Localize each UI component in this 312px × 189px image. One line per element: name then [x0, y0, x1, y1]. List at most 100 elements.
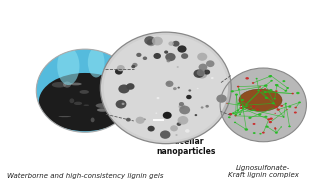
Ellipse shape — [291, 93, 294, 94]
Ellipse shape — [178, 87, 180, 89]
Ellipse shape — [204, 70, 210, 75]
Ellipse shape — [177, 66, 179, 68]
Ellipse shape — [242, 107, 244, 109]
Ellipse shape — [235, 115, 236, 116]
Ellipse shape — [267, 118, 271, 121]
Ellipse shape — [206, 60, 214, 67]
Ellipse shape — [177, 122, 181, 126]
Ellipse shape — [274, 128, 276, 129]
Ellipse shape — [100, 32, 231, 144]
Ellipse shape — [117, 65, 125, 71]
Ellipse shape — [197, 53, 207, 61]
Ellipse shape — [188, 89, 191, 92]
Ellipse shape — [273, 98, 276, 100]
Ellipse shape — [234, 122, 236, 123]
Ellipse shape — [168, 41, 174, 46]
Text: Micellar
nanoparticles: Micellar nanoparticles — [156, 137, 216, 156]
Ellipse shape — [126, 83, 134, 90]
Ellipse shape — [166, 59, 170, 62]
Ellipse shape — [160, 130, 170, 139]
Ellipse shape — [88, 47, 105, 77]
Ellipse shape — [275, 84, 279, 86]
Ellipse shape — [276, 108, 280, 111]
Ellipse shape — [286, 87, 289, 89]
Ellipse shape — [205, 105, 209, 108]
Ellipse shape — [163, 112, 172, 119]
Ellipse shape — [237, 86, 239, 88]
Ellipse shape — [231, 90, 234, 92]
Ellipse shape — [181, 53, 188, 59]
Ellipse shape — [242, 101, 244, 102]
Ellipse shape — [245, 104, 247, 106]
Ellipse shape — [265, 97, 268, 99]
Ellipse shape — [211, 77, 214, 79]
Ellipse shape — [136, 117, 145, 124]
Ellipse shape — [164, 50, 168, 54]
Ellipse shape — [195, 114, 197, 116]
Ellipse shape — [228, 116, 231, 118]
Ellipse shape — [239, 114, 241, 115]
Ellipse shape — [264, 84, 268, 87]
Ellipse shape — [282, 80, 285, 82]
Ellipse shape — [136, 53, 142, 57]
Text: Lignosulfonate-
Kraft lignin complex: Lignosulfonate- Kraft lignin complex — [228, 164, 299, 178]
Ellipse shape — [294, 112, 297, 114]
Ellipse shape — [144, 119, 146, 120]
Ellipse shape — [274, 106, 278, 108]
Ellipse shape — [272, 102, 275, 105]
Ellipse shape — [263, 91, 267, 93]
Ellipse shape — [270, 80, 273, 82]
Ellipse shape — [197, 70, 207, 79]
Ellipse shape — [258, 113, 261, 116]
Ellipse shape — [144, 36, 155, 45]
Ellipse shape — [264, 116, 267, 118]
Ellipse shape — [259, 133, 262, 135]
Ellipse shape — [280, 105, 283, 107]
Ellipse shape — [259, 87, 260, 88]
Ellipse shape — [257, 89, 260, 91]
Ellipse shape — [116, 100, 126, 108]
Ellipse shape — [252, 82, 254, 84]
Ellipse shape — [275, 84, 277, 86]
Ellipse shape — [226, 103, 228, 104]
Ellipse shape — [185, 129, 190, 133]
Ellipse shape — [251, 109, 254, 111]
Ellipse shape — [280, 126, 282, 127]
Ellipse shape — [268, 75, 272, 77]
Ellipse shape — [157, 97, 159, 99]
Ellipse shape — [166, 82, 170, 85]
Ellipse shape — [154, 53, 161, 59]
Ellipse shape — [241, 99, 244, 101]
Ellipse shape — [239, 89, 282, 111]
Ellipse shape — [179, 106, 190, 114]
Ellipse shape — [285, 103, 287, 104]
Ellipse shape — [275, 90, 278, 92]
Ellipse shape — [118, 84, 129, 93]
Ellipse shape — [283, 116, 285, 118]
Ellipse shape — [70, 98, 74, 103]
Ellipse shape — [220, 68, 306, 142]
Ellipse shape — [115, 68, 123, 75]
Ellipse shape — [258, 90, 260, 91]
Ellipse shape — [296, 92, 300, 94]
Ellipse shape — [122, 103, 124, 105]
Ellipse shape — [274, 127, 276, 128]
Ellipse shape — [166, 81, 173, 87]
Ellipse shape — [262, 132, 265, 134]
Ellipse shape — [240, 105, 242, 106]
Ellipse shape — [165, 53, 176, 61]
Ellipse shape — [275, 132, 278, 134]
Ellipse shape — [256, 109, 259, 111]
Ellipse shape — [36, 49, 134, 132]
Ellipse shape — [245, 128, 248, 131]
Ellipse shape — [229, 113, 232, 115]
Ellipse shape — [238, 88, 240, 90]
Ellipse shape — [288, 106, 291, 108]
Ellipse shape — [148, 126, 155, 132]
Ellipse shape — [270, 75, 272, 76]
Ellipse shape — [234, 114, 237, 116]
Ellipse shape — [275, 113, 276, 114]
Ellipse shape — [269, 89, 273, 91]
Ellipse shape — [63, 82, 71, 88]
Ellipse shape — [264, 88, 266, 89]
